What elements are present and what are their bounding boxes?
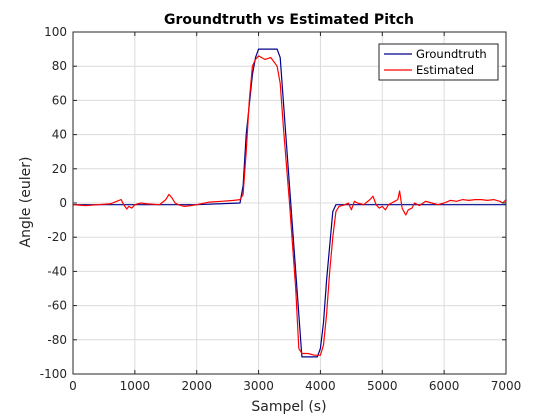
legend: Groundtruth Estimated <box>378 43 499 81</box>
x-tick-label: 4000 <box>305 379 336 393</box>
y-tick-label: -40 <box>47 264 67 278</box>
y-tick-label: -60 <box>47 299 67 313</box>
series-layer <box>72 48 507 358</box>
axis-ticks: 0 1000 2000 3000 4000 5000 6000 7000-100-80-60-… <box>40 25 522 393</box>
x-tick-label: 1000 <box>120 379 151 393</box>
y-axis-label: Angle (euler) <box>18 157 34 248</box>
chart-title: Groundtruth vs Estimated Pitch <box>164 12 414 28</box>
y-tick-label: 40 <box>52 128 67 142</box>
y-tick-label: -20 <box>47 230 67 244</box>
x-tick-label: 0 <box>69 379 77 393</box>
y-tick-label: -100 <box>40 367 67 381</box>
legend-label-groundtruth: Groundtruth <box>416 47 487 61</box>
legend-label-estimated: Estimated <box>416 63 474 77</box>
x-tick-label: 5000 <box>367 379 398 393</box>
series-line-groundtruth <box>73 48 506 358</box>
y-tick-label: -80 <box>47 333 67 347</box>
y-tick-label: 80 <box>52 59 67 73</box>
x-tick-label: 7000 <box>491 379 522 393</box>
y-tick-label: 20 <box>52 162 67 176</box>
x-tick-label: 6000 <box>429 379 460 393</box>
legend-box <box>378 43 499 81</box>
x-axis-label: Sampel (s) <box>251 399 326 415</box>
y-tick-label: 100 <box>44 25 67 39</box>
y-tick-label: 60 <box>52 93 67 107</box>
y-tick-label: 0 <box>59 196 67 210</box>
x-tick-label: 2000 <box>181 379 212 393</box>
x-tick-label: 3000 <box>243 379 274 393</box>
series-line-estimated <box>72 55 507 356</box>
